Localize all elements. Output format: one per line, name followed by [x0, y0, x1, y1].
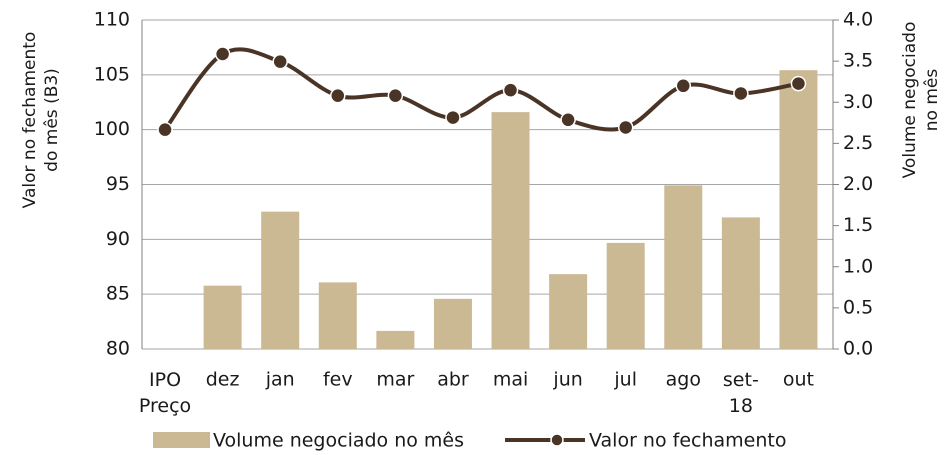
line: [163, 47, 799, 132]
x-tick-line: IPO: [149, 369, 181, 391]
x-tick-label: mar: [376, 369, 414, 391]
bar: [376, 330, 415, 349]
y-tick-label: 85: [106, 283, 130, 305]
bar: [318, 282, 357, 349]
y2-tick-label: 3.0: [843, 91, 873, 113]
bar: [549, 274, 588, 349]
line-marker: [272, 53, 288, 70]
legend-label: Valor no fechamento: [589, 430, 786, 452]
line-marker: [733, 85, 749, 102]
line-marker: [387, 87, 404, 104]
x-tick-label: abr: [437, 369, 469, 391]
line-marker: [790, 75, 807, 92]
y-tick-label: 110: [94, 9, 130, 31]
line-marker: [445, 109, 461, 126]
y2-axis-label: no mês: [922, 69, 942, 132]
x-tick-line: Preço: [139, 395, 191, 417]
y-tick-label: 105: [94, 63, 130, 85]
y2-tick-label: 1.0: [843, 255, 873, 277]
legend-swatch: [153, 432, 210, 448]
x-tick-label: set- 18: [723, 369, 759, 417]
x-tick-line: 18: [729, 395, 753, 417]
line-marker: [560, 112, 576, 128]
x-tick-label: jun: [552, 369, 582, 391]
line-marker: [330, 87, 346, 104]
line-marker: [502, 82, 519, 98]
bar: [721, 217, 760, 349]
x-tick-label: ago: [666, 369, 701, 391]
line-marker: [157, 121, 173, 138]
x-tick-line: set-: [723, 369, 759, 391]
y2-tick-label: 4.0: [843, 9, 873, 31]
bar: [491, 112, 530, 350]
y2-tick-label: 0.0: [843, 338, 873, 360]
x-tick-label: mai: [493, 369, 528, 391]
bar: [606, 242, 645, 349]
line-marker: [617, 119, 634, 136]
y-axis-label: Valor no fechamento: [20, 32, 40, 209]
y2-tick-label: 1.5: [843, 214, 873, 236]
x-tick-label: dez: [206, 369, 240, 391]
y2-tick-label: 2.0: [843, 173, 873, 195]
bar: [664, 185, 703, 349]
bar: [779, 70, 818, 350]
y2-tick-label: 3.5: [843, 50, 873, 72]
y2-axis-label: Volume negociado: [900, 22, 920, 179]
x-tick-label: fev: [323, 369, 353, 391]
x-tick-label: jul: [613, 369, 637, 391]
line-marker: [214, 46, 231, 62]
bar: [261, 211, 300, 349]
legend-marker: [550, 433, 564, 447]
x-tick-label: out: [783, 369, 814, 391]
x-tick-label: IPO Preço: [139, 369, 191, 417]
bar: [433, 298, 472, 349]
line-marker: [675, 78, 692, 94]
y-tick-label: 90: [106, 228, 130, 250]
y-axis-label: do mês (B3): [42, 68, 62, 172]
bar: [203, 285, 242, 349]
y2-tick-label: 0.5: [843, 296, 873, 318]
y-tick-label: 80: [106, 338, 130, 360]
y-tick-label: 95: [106, 173, 130, 195]
y-tick-label: 100: [94, 118, 130, 140]
legend-label: Volume negociado no mês: [213, 430, 464, 452]
x-tick-label: jan: [265, 369, 295, 391]
y2-tick-label: 2.5: [843, 132, 873, 154]
